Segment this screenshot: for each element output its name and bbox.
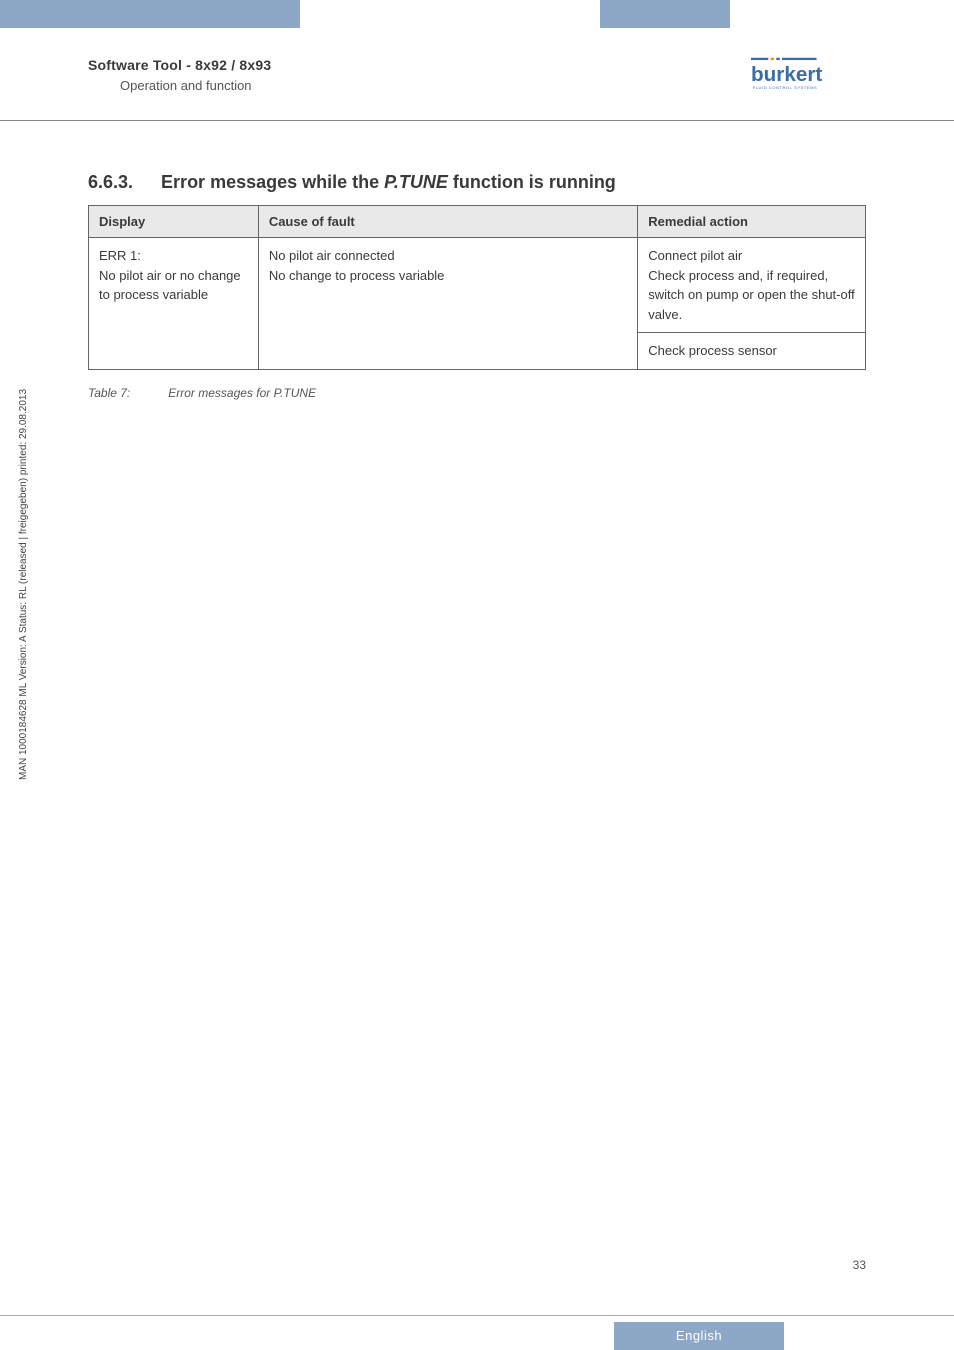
remedial-line-3: Check process sensor bbox=[648, 343, 777, 358]
table-header-row: Display Cause of fault Remedial action bbox=[89, 206, 866, 238]
th-remedial: Remedial action bbox=[638, 206, 866, 238]
header-rule bbox=[0, 120, 954, 121]
section-title-prefix: Error messages while the bbox=[161, 172, 384, 192]
top-tab-gap bbox=[300, 0, 600, 28]
document-id-sidebar: MAN 1000184628 ML Version: A Status: RL … bbox=[18, 389, 29, 780]
cell-display: ERR 1: No pilot air or no change to proc… bbox=[89, 238, 259, 370]
th-display: Display bbox=[89, 206, 259, 238]
error-table: Display Cause of fault Remedial action E… bbox=[88, 205, 866, 370]
caption-text: Error messages for P.TUNE bbox=[168, 386, 316, 400]
top-tab-strip bbox=[0, 0, 730, 28]
section-title-suffix: function is running bbox=[448, 172, 616, 192]
software-title: Software Tool - 8x92 / 8x93 bbox=[88, 57, 271, 73]
table-caption: Table 7: Error messages for P.TUNE bbox=[88, 386, 316, 400]
section-heading: 6.6.3. Error messages while the P.TUNE fu… bbox=[88, 172, 616, 193]
top-tab-right bbox=[600, 0, 730, 28]
table-row: ERR 1: No pilot air or no change to proc… bbox=[89, 238, 866, 333]
section-number: 6.6.3. bbox=[88, 172, 133, 192]
logo-tagline-text: FLUID CONTROL SYSTEMS bbox=[753, 85, 818, 90]
top-tab-left bbox=[0, 0, 300, 28]
cell-remedial-2: Check process sensor bbox=[638, 333, 866, 370]
document-header: Software Tool - 8x92 / 8x93 Operation an… bbox=[0, 55, 954, 95]
footer-rule bbox=[0, 1315, 954, 1316]
remedial-line-2: Check process and, if required, switch o… bbox=[648, 268, 854, 322]
burkert-logo: burkert FLUID CONTROL SYSTEMS bbox=[751, 55, 866, 95]
cause-line-1: No pilot air connected bbox=[269, 248, 395, 263]
header-left-block: Software Tool - 8x92 / 8x93 Operation an… bbox=[88, 57, 271, 93]
err-display-desc: No pilot air or no change to process var… bbox=[99, 268, 241, 303]
section-title-em: P.TUNE bbox=[384, 172, 448, 192]
logo-brand-text: burkert bbox=[751, 63, 822, 86]
language-tab: English bbox=[614, 1322, 784, 1350]
cause-line-2: No change to process variable bbox=[269, 268, 445, 283]
caption-label: Table 7: bbox=[88, 386, 130, 400]
remedial-line-1: Connect pilot air bbox=[648, 248, 742, 263]
th-cause: Cause of fault bbox=[258, 206, 637, 238]
software-subtitle: Operation and function bbox=[88, 78, 271, 93]
err-code: ERR 1: bbox=[99, 248, 141, 263]
cell-remedial-1: Connect pilot air Check process and, if … bbox=[638, 238, 866, 333]
cell-cause: No pilot air connected No change to proc… bbox=[258, 238, 637, 370]
page-number: 33 bbox=[853, 1258, 866, 1272]
